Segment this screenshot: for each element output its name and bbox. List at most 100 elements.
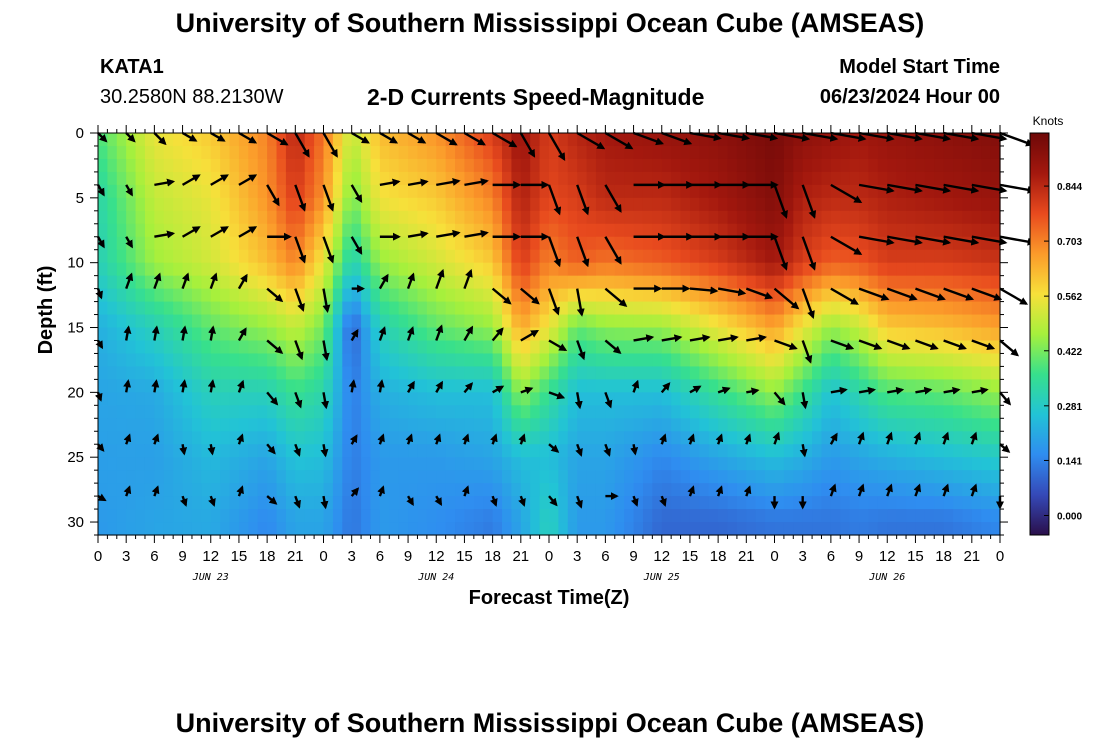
heatmap-cell [304, 431, 315, 445]
heatmap-cell [267, 314, 278, 329]
heatmap-cell [981, 223, 992, 238]
current-vector-arrow [406, 326, 415, 341]
heatmap-cell [924, 145, 935, 160]
heatmap-cell [502, 392, 513, 406]
heatmap-cell [990, 444, 1001, 458]
heatmap-cell [877, 470, 888, 484]
heatmap-cell [492, 340, 503, 355]
heatmap-cell [981, 353, 992, 368]
heatmap-cell [473, 223, 484, 238]
heatmap-cell [539, 275, 550, 290]
heatmap-cell [953, 158, 964, 173]
heatmap-cell [906, 301, 917, 316]
heatmap-cell [708, 483, 719, 497]
heatmap-cell [379, 470, 390, 484]
heatmap-cell [962, 236, 973, 251]
heatmap-cell [718, 262, 729, 277]
heatmap-cell [173, 483, 184, 497]
heatmap-cell [652, 509, 663, 523]
heatmap-cell [877, 327, 888, 342]
heatmap-cell [210, 509, 221, 523]
heatmap-cell [539, 301, 550, 316]
current-vector-arrow [238, 174, 258, 186]
heatmap-cell [116, 262, 127, 277]
heatmap-cell [201, 197, 212, 212]
current-vector-arrow [492, 131, 518, 148]
heatmap-cell [426, 418, 437, 432]
heatmap-cell [849, 133, 860, 147]
current-vector-arrow [207, 444, 216, 456]
heatmap-cell [614, 470, 625, 484]
heatmap-cell [445, 327, 456, 342]
heatmap-cell [379, 392, 390, 406]
heatmap-cell [314, 184, 325, 199]
x-tick-label: 9 [855, 548, 863, 565]
heatmap-cell [511, 431, 522, 445]
heatmap-cell [614, 379, 625, 393]
current-vector-arrow [548, 391, 566, 400]
current-vector-arrow [941, 483, 950, 497]
heatmap-cell [455, 470, 466, 484]
heatmap-cell [661, 133, 672, 147]
current-vector-arrow [151, 433, 160, 445]
heatmap-cell [821, 249, 832, 264]
heatmap-cell [379, 353, 390, 368]
heatmap-cell [502, 133, 513, 147]
heatmap-cell [257, 158, 268, 173]
heatmap-cell [567, 522, 578, 536]
heatmap-cell [661, 509, 672, 523]
heatmap-cell [718, 158, 729, 173]
heatmap-cell [633, 236, 644, 251]
heatmap-cell [379, 509, 390, 523]
heatmap-cell [408, 301, 419, 316]
heatmap-cell [849, 262, 860, 277]
heatmap-cell [549, 522, 559, 536]
heatmap-cell [191, 327, 202, 342]
current-vector-arrow [154, 178, 176, 187]
heatmap-cell [981, 483, 992, 497]
heatmap-cell [849, 275, 860, 290]
heatmap-cell [201, 353, 212, 368]
heatmap-cell [821, 171, 832, 186]
heatmap-cell [511, 210, 522, 225]
heatmap-cell [379, 133, 390, 147]
heatmap-cell [408, 392, 419, 406]
heatmap-cell [332, 496, 343, 510]
heatmap-cell [718, 392, 729, 406]
heatmap-cell [981, 249, 992, 264]
heatmap-cell [727, 340, 738, 355]
heatmap-cell [173, 197, 184, 212]
heatmap-cell [135, 262, 146, 277]
heatmap-cell [689, 418, 700, 432]
heatmap-cell [981, 405, 992, 419]
heatmap-cell [689, 353, 700, 368]
heatmap-cell [520, 249, 531, 264]
heatmap-cell [323, 392, 334, 406]
heatmap-cell [868, 197, 879, 212]
heatmap-cell [699, 353, 710, 368]
heatmap-cell [915, 379, 926, 393]
heatmap-cell [201, 379, 212, 393]
heatmap-cell [614, 210, 625, 225]
heatmap-cell [934, 314, 945, 329]
heatmap-cell [342, 509, 353, 523]
heatmap-cell [520, 496, 531, 510]
heatmap-cell [689, 366, 700, 380]
heatmap-cell [849, 366, 860, 380]
heatmap-cell [718, 223, 729, 238]
heatmap-cell [464, 301, 475, 316]
heatmap-cell [708, 509, 719, 523]
heatmap-cell [877, 184, 888, 199]
heatmap-cell [586, 340, 597, 355]
heatmap-cell [144, 133, 155, 147]
heatmap-cell [915, 197, 926, 212]
heatmap-cell [445, 197, 456, 212]
heatmap-cell [238, 171, 249, 186]
heatmap-cell [727, 236, 738, 251]
heatmap-cell [840, 392, 851, 406]
heatmap-cell [934, 353, 945, 368]
heatmap-cell [971, 223, 982, 238]
heatmap-cell [173, 210, 184, 225]
heatmap-cell [370, 418, 381, 432]
heatmap-cell [229, 457, 240, 471]
